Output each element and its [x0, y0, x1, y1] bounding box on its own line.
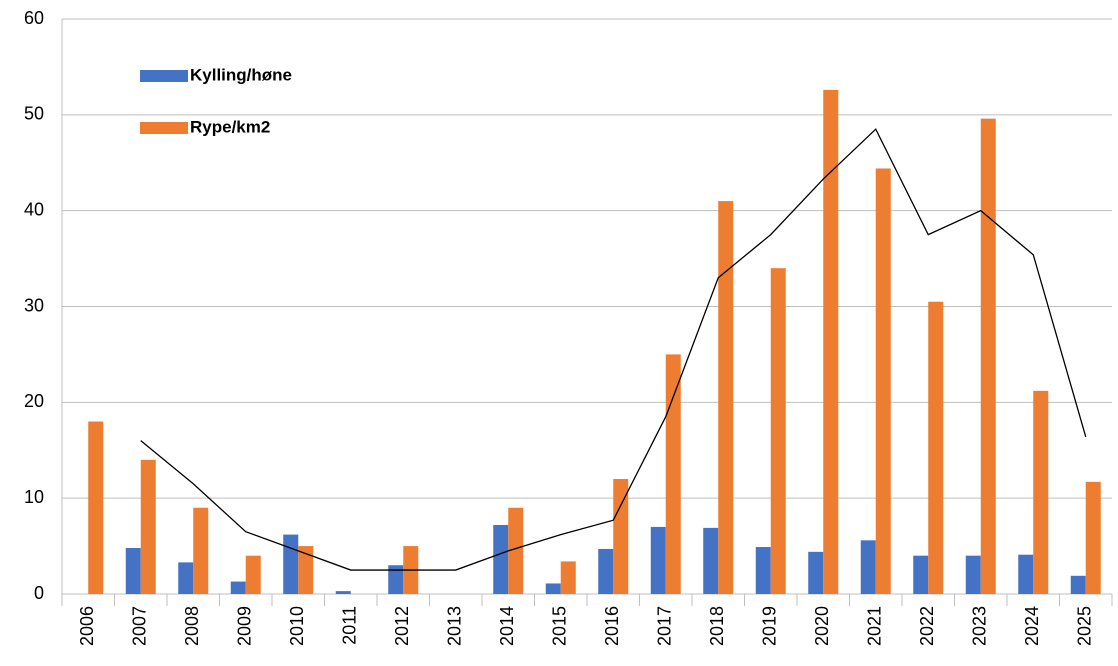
bar [1033, 390, 1049, 594]
bar [1018, 554, 1034, 594]
legend-label: Kylling/høne [190, 65, 292, 84]
y-tick-label: 0 [34, 583, 44, 603]
bar [283, 534, 299, 594]
bar [560, 561, 576, 594]
bar [665, 354, 681, 594]
x-tick-label: 2020 [812, 606, 832, 646]
x-tick-label: 2009 [235, 606, 255, 646]
bar [913, 555, 929, 594]
x-tick-label: 2008 [182, 606, 202, 646]
bar [545, 583, 561, 594]
x-tick-label: 2018 [707, 606, 727, 646]
bar [493, 525, 509, 594]
x-tick-label: 2016 [602, 606, 622, 646]
bar [140, 459, 156, 594]
bar [598, 548, 614, 594]
bar [965, 555, 981, 594]
bar [88, 421, 104, 594]
bar [508, 507, 524, 594]
x-tick-label: 2006 [77, 606, 97, 646]
legend-label: Rype/km2 [190, 117, 270, 136]
bar [718, 201, 734, 595]
bar [980, 118, 996, 595]
bar [230, 581, 246, 594]
bar [613, 479, 629, 594]
x-tick-label: 2014 [497, 606, 517, 646]
bar [245, 555, 261, 594]
x-tick-label: 2010 [287, 606, 307, 646]
y-tick-label: 20 [24, 391, 44, 411]
x-tick-label: 2025 [1075, 606, 1095, 646]
bar [335, 591, 351, 594]
legend-swatch [140, 70, 188, 82]
x-tick-label: 2022 [917, 606, 937, 646]
bar [823, 89, 839, 595]
bar [298, 546, 314, 594]
x-tick-label: 2023 [970, 606, 990, 646]
y-tick-label: 30 [24, 295, 44, 315]
bar [193, 507, 209, 594]
x-tick-label: 2021 [865, 606, 885, 646]
y-tick-label: 50 [24, 104, 44, 124]
x-tick-label: 2011 [340, 606, 360, 645]
bar [770, 268, 786, 594]
bar [860, 540, 876, 594]
bar [388, 565, 404, 594]
bar [125, 548, 141, 594]
bar [1070, 575, 1086, 594]
y-tick-label: 40 [24, 199, 44, 219]
x-tick-label: 2015 [550, 606, 570, 646]
trend-line [140, 128, 1087, 571]
bar [755, 547, 771, 594]
x-tick-label: 2019 [760, 606, 780, 646]
bar [650, 526, 666, 594]
x-tick-label: 2024 [1022, 606, 1042, 646]
bar [1085, 481, 1101, 594]
bar [703, 527, 719, 594]
bar [875, 168, 891, 594]
x-tick-label: 2007 [130, 606, 150, 646]
bar [178, 562, 194, 594]
x-tick-label: 2012 [392, 606, 412, 646]
legend-swatch [140, 122, 188, 134]
x-tick-label: 2013 [445, 606, 465, 646]
bar [928, 301, 944, 594]
y-tick-label: 10 [24, 487, 44, 507]
x-tick-label: 2017 [655, 606, 675, 646]
bar [808, 551, 824, 594]
y-tick-label: 60 [24, 8, 44, 28]
